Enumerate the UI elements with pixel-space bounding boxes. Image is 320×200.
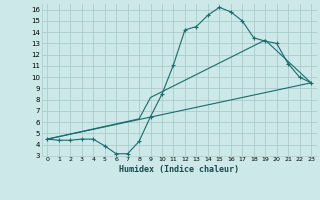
X-axis label: Humidex (Indice chaleur): Humidex (Indice chaleur) <box>119 165 239 174</box>
